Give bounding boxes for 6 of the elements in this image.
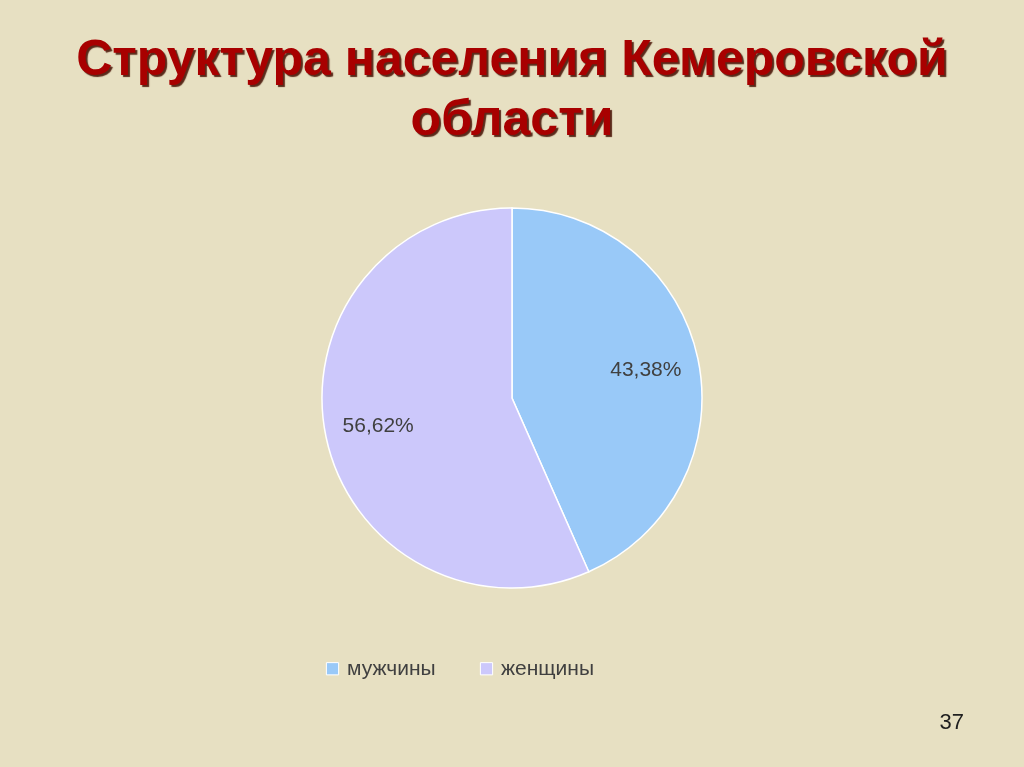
- chart-title: Структура населения Кемеровской области: [75, 29, 949, 148]
- text: 37: [939, 709, 964, 735]
- data-label: 43,38%: [610, 356, 682, 380]
- legend-label: женщины: [501, 655, 595, 679]
- data-label: 56,62%: [342, 413, 414, 437]
- legend-label: мужчины: [347, 655, 436, 679]
